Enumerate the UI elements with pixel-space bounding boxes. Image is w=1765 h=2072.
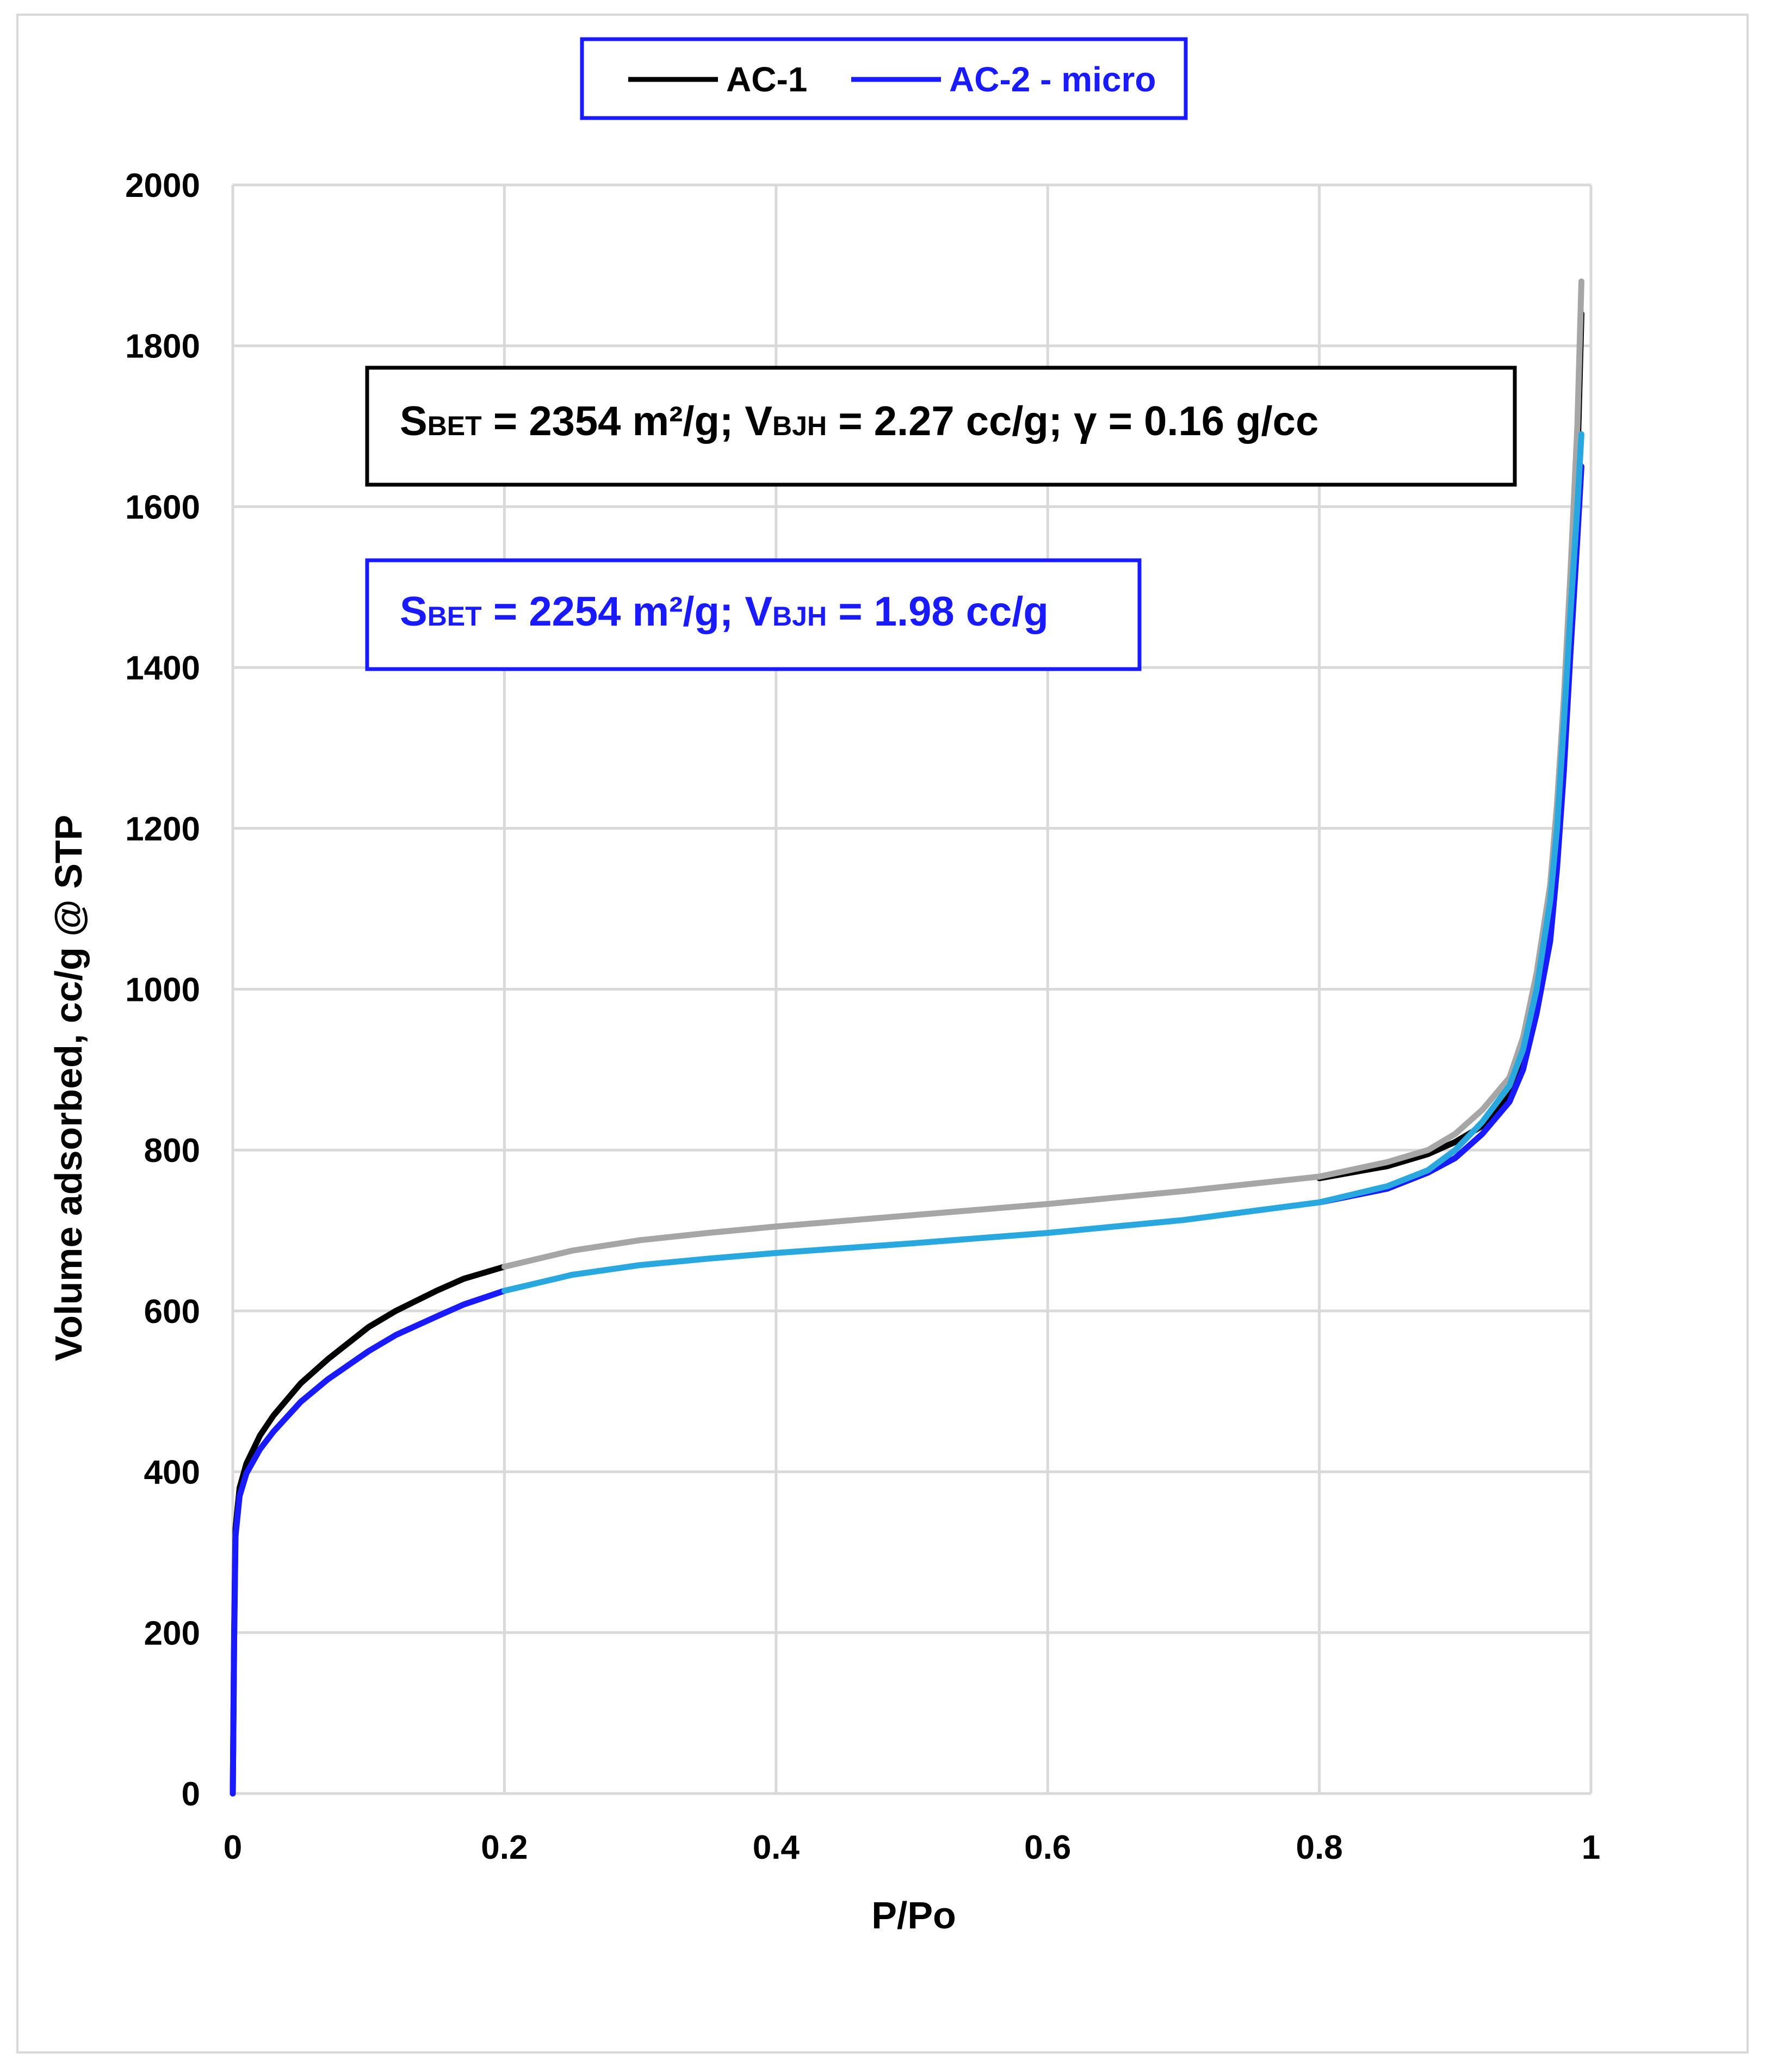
- annotation-text-part: S: [400, 398, 428, 444]
- x-tick-label: 0.4: [753, 1829, 800, 1866]
- annotation-box-ac1: [365, 366, 1517, 487]
- annotations: SBET = 2354 m²/g; VBJH = 2.27 cc/g; γ = …: [365, 366, 1517, 671]
- x-tick-labels: 0 0.2 0.4 0.6 0.8 1: [224, 1829, 1600, 1866]
- annotation-text-part: = 2.27 cc/g; γ = 0.16 g/cc: [827, 398, 1318, 444]
- annotation-text-ac1: SBET = 2354 m²/g; VBJH = 2.27 cc/g; γ = …: [400, 398, 1318, 444]
- y-tick-label: 600: [144, 1293, 200, 1331]
- y-tick-label: 200: [144, 1615, 200, 1652]
- x-tick-label: 1: [1582, 1829, 1600, 1866]
- y-tick-label: 0: [182, 1776, 200, 1813]
- series-line-ac-2-micro-desorption: [501, 431, 1584, 1294]
- annotation-text-part: BET: [428, 411, 482, 441]
- legend-label-ac1: AC-1: [726, 60, 807, 99]
- x-tick-label: 0.2: [481, 1829, 528, 1866]
- y-tick-labels: 0 200 400 600 800 1000 1200 1400 1600 1800 2000: [125, 167, 200, 1813]
- legend-label-ac2: AC-2 - micro: [949, 60, 1156, 99]
- y-tick-label: 1000: [125, 972, 200, 1009]
- x-tick-label: 0: [224, 1829, 242, 1866]
- x-tick-label: 0.8: [1296, 1829, 1342, 1866]
- y-tick-label: 1800: [125, 328, 200, 366]
- y-tick-label: 2000: [125, 167, 200, 205]
- annotation-text-part: BJH: [772, 601, 827, 632]
- y-tick-label: 800: [144, 1132, 200, 1170]
- y-tick-label: 1200: [125, 811, 200, 848]
- y-tick-label: 1400: [125, 650, 200, 687]
- series-line-ac-2-micro-adsorption: [230, 1288, 507, 1797]
- legend: AC-1 AC-2 - micro: [580, 37, 1188, 120]
- series-line-ac-2-micro-adsorption-high: [1316, 463, 1584, 1205]
- annotation-text-part: = 2354 m²/g; V: [482, 398, 773, 444]
- annotation-text-ac2: SBET = 2254 m²/g; VBJH = 1.98 cc/g: [400, 589, 1049, 635]
- annotation-text-part: = 2254 m²/g; V: [482, 589, 773, 635]
- annotation-box-ac2: [365, 558, 1142, 671]
- series-line-ac-1-adsorption: [230, 1264, 507, 1797]
- y-axis-title: Volume adsorbed, cc/g @ STP: [47, 815, 90, 1361]
- x-tick-label: 0.6: [1024, 1829, 1071, 1866]
- annotation-text-part: S: [400, 589, 428, 635]
- chart-frame: [16, 14, 1749, 2054]
- series-lines: [230, 278, 1584, 1797]
- y-tick-label: 1600: [125, 488, 200, 526]
- annotation-text-part: BJH: [772, 411, 827, 441]
- y-tick-label: 400: [144, 1454, 200, 1492]
- annotation-text-part: BET: [428, 601, 482, 632]
- x-axis-title: P/Po: [871, 1894, 956, 1937]
- annotation-text-part: = 1.98 cc/g: [827, 589, 1049, 635]
